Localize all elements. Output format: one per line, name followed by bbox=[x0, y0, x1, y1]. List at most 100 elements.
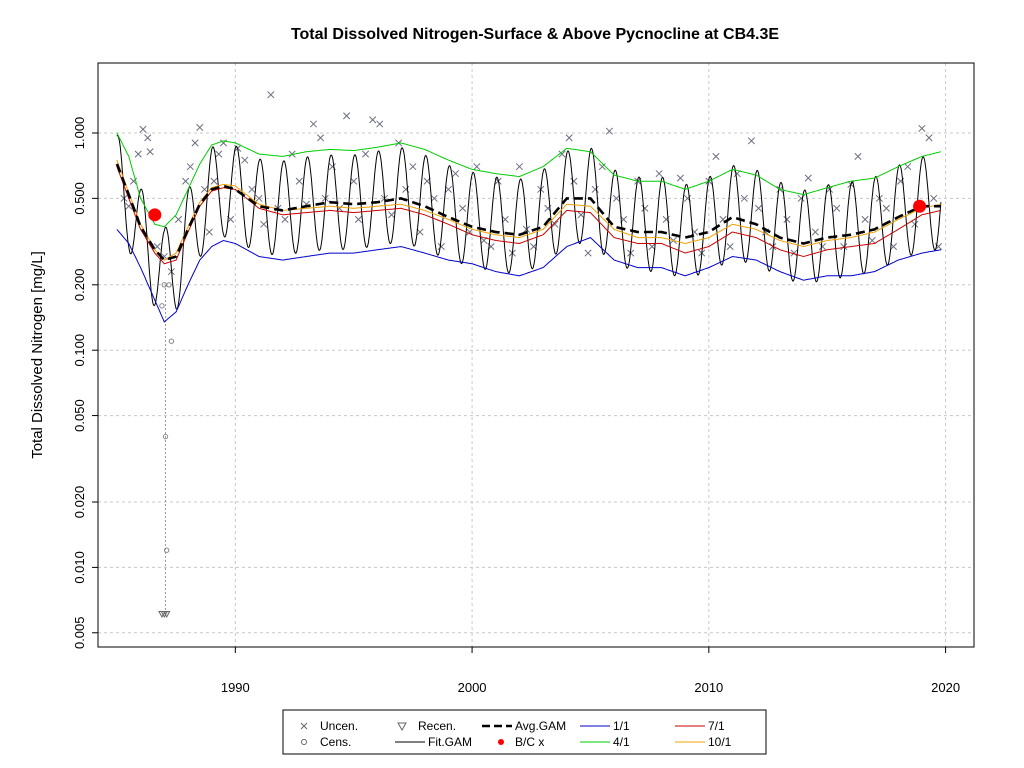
bc-point bbox=[148, 208, 162, 222]
censored-point bbox=[162, 433, 169, 440]
uncensored-point bbox=[712, 152, 720, 160]
uncensored-point bbox=[205, 228, 213, 236]
y-tick-label: 0.010 bbox=[72, 551, 87, 584]
series-line-10-1 bbox=[116, 159, 942, 261]
uncensored-point bbox=[255, 194, 263, 202]
legend-label: 1/1 bbox=[613, 719, 630, 733]
uncensored-point bbox=[925, 134, 933, 142]
uncensored-point bbox=[241, 156, 249, 164]
uncensored-point bbox=[726, 243, 734, 251]
uncensored-point bbox=[444, 185, 452, 193]
uncensored-point bbox=[215, 150, 223, 158]
y-tick-label: 0.005 bbox=[72, 616, 87, 649]
uncensored-point bbox=[612, 194, 621, 202]
legend-label: B/C x bbox=[515, 735, 544, 749]
legend-label: 10/1 bbox=[708, 735, 732, 749]
chart-title: Total Dissolved Nitrogen-Surface & Above… bbox=[291, 26, 779, 43]
uncensored-point bbox=[174, 215, 183, 223]
series-line-avg-gam bbox=[115, 163, 941, 262]
uncensored-point bbox=[473, 163, 481, 171]
uncensored-point bbox=[930, 194, 938, 202]
uncensored-point bbox=[861, 215, 869, 223]
uncensored-point bbox=[451, 170, 460, 178]
uncensored-point bbox=[854, 152, 862, 160]
uncensored-point bbox=[260, 220, 268, 228]
uncensored-point bbox=[648, 243, 656, 251]
y-tick-label: 0.100 bbox=[72, 334, 87, 367]
legend-symbol-bc bbox=[498, 739, 504, 745]
series-line-1-1 bbox=[116, 229, 941, 323]
uncensored-point bbox=[295, 177, 303, 185]
uncensored-point bbox=[146, 148, 154, 156]
uncensored-point bbox=[182, 177, 190, 185]
bc-point bbox=[913, 199, 927, 213]
uncensored-point bbox=[641, 204, 649, 212]
uncensored-point bbox=[196, 123, 204, 132]
uncensored-point bbox=[409, 163, 417, 171]
uncensored-point bbox=[570, 177, 578, 185]
uncensored-point bbox=[416, 228, 424, 236]
uncensored-point bbox=[186, 163, 194, 171]
uncensored-point bbox=[551, 220, 559, 228]
x-tick-label: 1990 bbox=[221, 680, 250, 695]
uncensored-point bbox=[882, 204, 890, 212]
uncensored-point bbox=[210, 177, 218, 185]
uncensored-point bbox=[350, 177, 358, 185]
uncensored-point bbox=[134, 150, 142, 158]
uncensored-point bbox=[577, 211, 585, 219]
uncensored-point bbox=[591, 185, 599, 193]
uncensored-point bbox=[369, 116, 377, 124]
uncensored-point bbox=[747, 137, 756, 145]
recensored-point bbox=[162, 611, 171, 619]
legend-symbol-uncensored bbox=[300, 722, 308, 730]
uncensored-point bbox=[309, 120, 318, 128]
uncensored-point bbox=[565, 134, 573, 142]
uncensored-point bbox=[354, 215, 362, 223]
uncensored-point bbox=[840, 243, 848, 251]
legend-label: Recen. bbox=[418, 719, 456, 733]
series-line-4-1 bbox=[116, 132, 942, 228]
uncensored-point bbox=[918, 124, 926, 132]
uncensored-point bbox=[833, 204, 841, 212]
legend-label: Cens. bbox=[320, 735, 351, 749]
uncensored-point bbox=[655, 170, 663, 178]
uncensored-point bbox=[804, 174, 812, 182]
uncensored-point bbox=[911, 220, 919, 228]
uncensored-point bbox=[153, 243, 161, 251]
legend-label: Uncen. bbox=[320, 719, 358, 733]
x-tick-label: 2000 bbox=[458, 680, 487, 695]
uncensored-point bbox=[191, 139, 199, 147]
legend-label: 7/1 bbox=[708, 719, 725, 733]
uncensored-point bbox=[248, 185, 256, 193]
uncensored-point bbox=[515, 163, 523, 171]
uncensored-point bbox=[818, 243, 827, 251]
uncensored-point bbox=[740, 194, 748, 202]
y-tick-label: 1.000 bbox=[72, 117, 87, 150]
x-axis: 1990 2000 2010 2020 bbox=[221, 647, 960, 695]
uncensored-point bbox=[811, 228, 819, 236]
x-tick-label: 2020 bbox=[931, 680, 960, 695]
uncensored-point bbox=[144, 134, 152, 142]
censored-point bbox=[159, 303, 165, 309]
y-tick-label: 0.050 bbox=[72, 399, 87, 432]
uncensored-point bbox=[343, 112, 351, 120]
uncensored-point bbox=[904, 163, 912, 171]
y-axis-label: Total Dissolved Nitrogen [mg/L] bbox=[29, 251, 46, 459]
uncensored-point bbox=[200, 185, 209, 193]
censored-point bbox=[166, 282, 172, 288]
uncensored-point bbox=[754, 204, 763, 212]
uncensored-point bbox=[790, 249, 798, 257]
uncensored-point bbox=[388, 211, 396, 219]
uncensored-point bbox=[676, 174, 684, 182]
uncensored-point bbox=[267, 91, 275, 99]
uncensored-point bbox=[868, 236, 876, 245]
uncensored-point bbox=[598, 163, 606, 171]
series-line-fit-gam bbox=[116, 135, 942, 310]
uncensored-point bbox=[139, 125, 147, 133]
grid bbox=[98, 63, 974, 647]
uncensored-point bbox=[281, 215, 289, 223]
uncensored-point bbox=[437, 243, 445, 251]
censored-point bbox=[168, 338, 175, 344]
uncensored-point bbox=[584, 249, 592, 257]
